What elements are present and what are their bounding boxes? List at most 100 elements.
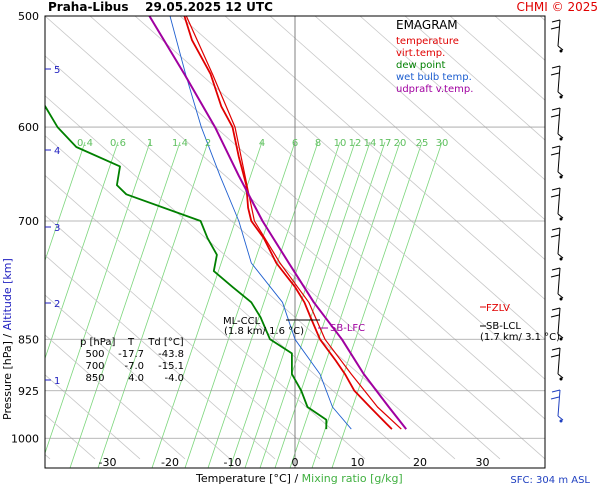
mixing-ratio-label: 14 bbox=[364, 138, 377, 149]
wind-barb-flag bbox=[550, 72, 560, 76]
mixing-ratio-label: 8 bbox=[315, 138, 321, 149]
mixing-ratio-line bbox=[289, 141, 401, 468]
altitude-tick-label: 4 bbox=[54, 146, 60, 157]
wind-barb-tip bbox=[557, 133, 564, 139]
dry-adiabat-line bbox=[89, 16, 545, 420]
dry-adiabat-line bbox=[224, 16, 545, 301]
wind-barb-flag bbox=[551, 307, 561, 311]
legend-item-dew-point: dew point bbox=[396, 60, 446, 71]
mixing-ratio-line bbox=[45, 141, 119, 360]
series-line-dew-point bbox=[45, 104, 328, 430]
table-cell: -43.8 bbox=[158, 349, 184, 360]
table-row: 700 -7.0 -15.1 bbox=[80, 361, 188, 373]
wind-barb-dot bbox=[559, 257, 563, 261]
mixing-ratio-label: 10 bbox=[334, 138, 347, 149]
dry-adiabat-line bbox=[45, 214, 321, 460]
mixing-ratio-line bbox=[274, 141, 386, 468]
temperature-tick-label: -20 bbox=[161, 456, 179, 469]
wind-barb-tip bbox=[557, 91, 564, 97]
mixing-ratio-label: 4 bbox=[259, 138, 265, 149]
wind-barb-dot bbox=[559, 297, 563, 301]
mixing-ratio-label: 6 bbox=[292, 138, 298, 149]
mixing-ratio-line bbox=[97, 141, 209, 468]
table-cell: 4.0 bbox=[128, 373, 144, 384]
legend-item-virt-temp: virt.temp. bbox=[396, 48, 446, 59]
dry-adiabat-line bbox=[539, 16, 545, 21]
mixing-ratio-line bbox=[45, 141, 86, 262]
wind-barb-flag bbox=[550, 354, 560, 358]
chart-title: Praha-Libus 29.05.2025 12 UTC bbox=[48, 0, 273, 14]
wind-barb bbox=[550, 65, 564, 99]
y-axis-label-altitude: Altitude [km] bbox=[1, 258, 14, 331]
table-cell: 700 bbox=[85, 361, 105, 372]
annotation-label: (1.7 km/ 3.1 °C) bbox=[480, 332, 560, 343]
wind-barb-shaft bbox=[557, 65, 561, 93]
wind-barb-shaft bbox=[557, 347, 561, 375]
dry-adiabat-line bbox=[585, 16, 600, 459]
mixing-ratio-line bbox=[311, 141, 423, 468]
wind-barb-flag bbox=[550, 234, 560, 238]
wind-barb-dot bbox=[559, 137, 563, 141]
table-cell: 850 bbox=[85, 373, 105, 384]
series-line-temperature bbox=[183, 16, 393, 430]
dry-adiabat-line bbox=[45, 254, 276, 460]
wind-barb-dot bbox=[559, 419, 563, 423]
wind-barb-flag bbox=[550, 274, 560, 278]
wind-barb bbox=[550, 227, 564, 261]
table-header: p [hPa] T Td [°C] bbox=[80, 337, 188, 349]
wind-barb-tip bbox=[557, 171, 564, 177]
pressure-tick-label: 600 bbox=[18, 121, 39, 134]
plot-area bbox=[45, 16, 600, 468]
y-axis-label: Pressure [hPa] / Altitude [km] bbox=[1, 258, 21, 420]
altitude-tick-label: 3 bbox=[54, 223, 60, 234]
dry-adiabat-line bbox=[45, 374, 141, 460]
dry-adiabat-line bbox=[45, 414, 96, 460]
mixing-ratio-label: 0.6 bbox=[110, 138, 126, 149]
mixing-ratio-label: 25 bbox=[416, 138, 429, 149]
temperature-tick-label: 10 bbox=[351, 456, 365, 469]
annotation-label: ML-CCL bbox=[223, 316, 261, 327]
wind-barb-dot bbox=[559, 337, 563, 341]
wind-barb-dot bbox=[559, 217, 563, 221]
table-cell: -17.7 bbox=[118, 349, 144, 360]
series-line-udpraft-v-temp- bbox=[148, 16, 407, 430]
mixing-ratio-line bbox=[331, 141, 443, 468]
wind-barb-flag bbox=[551, 145, 561, 149]
wind-barb-flag bbox=[551, 227, 561, 231]
wind-barb bbox=[550, 307, 564, 341]
mixing-ratio-label: 12 bbox=[349, 138, 362, 149]
copyright: CHMI © 2025 bbox=[516, 0, 598, 14]
wind-barb-dot bbox=[559, 175, 563, 179]
wind-barb-shaft bbox=[557, 307, 561, 335]
table-cell: 500 bbox=[85, 349, 105, 360]
annotation-label: (1.8 km/ 1.6 °C) bbox=[224, 326, 304, 337]
wind-barb bbox=[550, 267, 564, 301]
wind-barb bbox=[550, 389, 564, 423]
wind-barb-flag bbox=[550, 114, 560, 118]
legend-item-wet-bulb: wet bulb temp. bbox=[396, 72, 472, 83]
dry-adiabat-line bbox=[449, 16, 545, 101]
wind-barb-flag bbox=[551, 389, 561, 393]
wind-barb-tip bbox=[557, 373, 564, 379]
dry-adiabat-line bbox=[404, 16, 545, 141]
wind-barb-shaft bbox=[557, 187, 561, 215]
legend-item-temperature: temperature bbox=[396, 36, 459, 47]
dry-adiabat-line bbox=[314, 16, 545, 221]
pressure-tick-label: 925 bbox=[18, 385, 39, 398]
annotation-label: SB-LCL bbox=[486, 321, 521, 332]
table-cell: -4.0 bbox=[164, 373, 184, 384]
wind-barb bbox=[550, 145, 564, 179]
mixing-ratio-label: 30 bbox=[436, 138, 449, 149]
wind-barb-flag bbox=[551, 107, 561, 111]
summary-table: p [hPa] T Td [°C] 500 -17.7 -43.8 700 -7… bbox=[80, 337, 188, 385]
legend: temperature virt.temp. dew point wet bul… bbox=[396, 36, 473, 96]
dry-adiabat-line bbox=[45, 55, 501, 460]
legend-title: EMAGRAM bbox=[396, 18, 458, 32]
table-row: 850 4.0 -4.0 bbox=[80, 373, 188, 385]
wind-barb-flag bbox=[551, 65, 561, 69]
wind-barb-flag bbox=[550, 152, 560, 156]
y-axis-label-pressure: Pressure [hPa] bbox=[1, 341, 14, 420]
wind-barb-tip bbox=[557, 213, 564, 219]
table-header-cell: p [hPa] bbox=[80, 337, 116, 348]
wind-barb-flag bbox=[550, 194, 560, 198]
